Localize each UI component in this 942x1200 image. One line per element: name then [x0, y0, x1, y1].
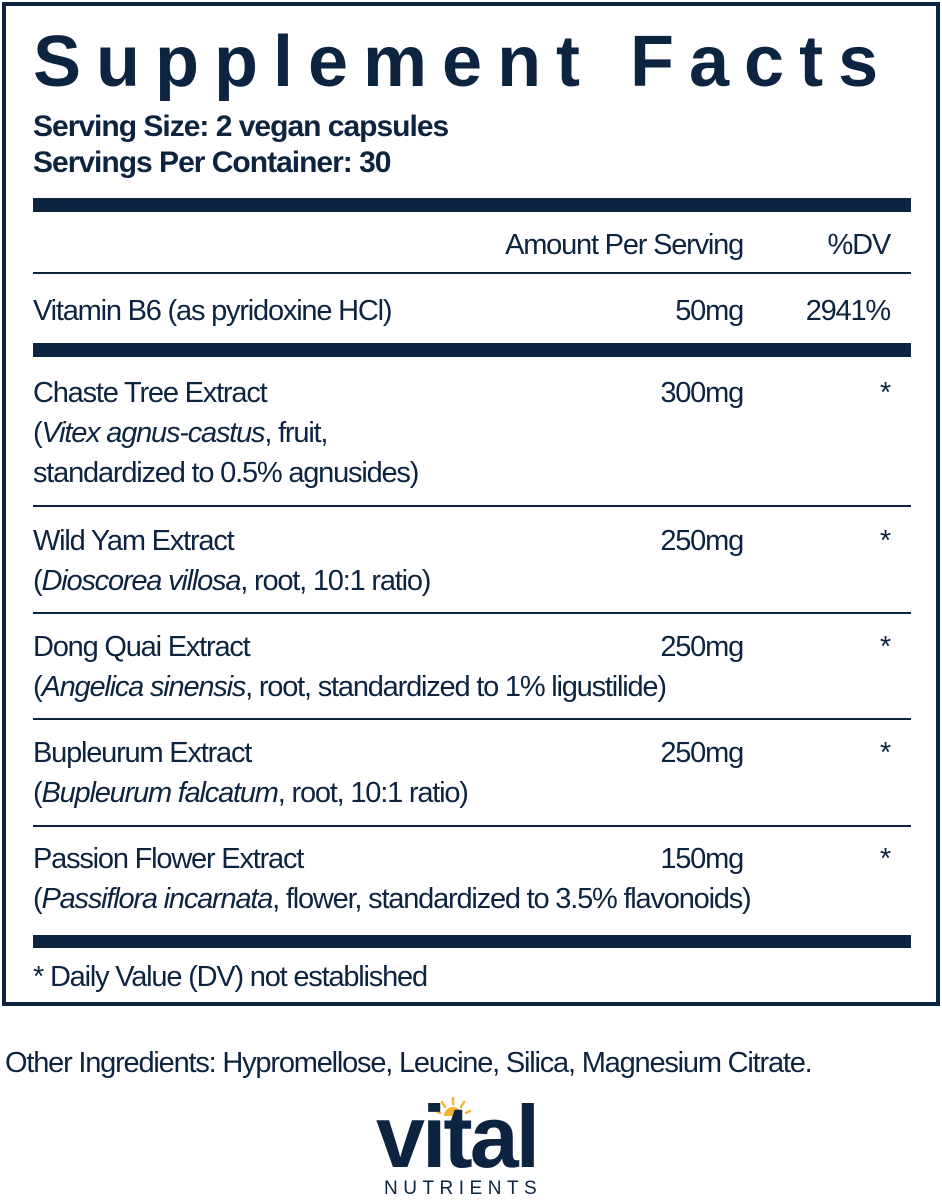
divider-thick	[33, 198, 911, 212]
brand-logo: vital NUTRIENTS	[372, 1092, 572, 1200]
nutrient-dv: 2941%	[805, 295, 892, 327]
header-amount: Amount Per Serving	[505, 229, 744, 261]
servings-per-container: Servings Per Container: 30	[33, 146, 391, 179]
nutrient-amount: 50mg	[675, 295, 744, 327]
ingredient-description: (Passiflora incarnata, flower, standardi…	[33, 883, 752, 915]
ingredient-dv: *	[879, 631, 891, 663]
footnote: * Daily Value (DV) not established	[33, 961, 428, 993]
divider	[33, 612, 911, 614]
ingredient-name: Passion Flower Extract	[33, 843, 304, 875]
ingredient-amount: 250mg	[660, 631, 744, 663]
ingredient-description: (Vitex agnus-castus, fruit,	[33, 417, 328, 449]
ingredient-name: Dong Quai Extract	[33, 631, 251, 663]
header-dv: %DV	[827, 229, 892, 261]
supplement-facts-panel	[2, 2, 940, 1006]
ingredient-name: Bupleurum Extract	[33, 737, 252, 769]
logo-sub: NUTRIENTS	[384, 1178, 543, 1199]
divider	[33, 272, 911, 274]
ingredient-amount: 300mg	[660, 377, 744, 409]
divider	[33, 825, 911, 827]
ingredient-dv: *	[879, 377, 891, 409]
ingredient-dv: *	[879, 843, 891, 875]
panel-title: Supplement Facts	[33, 22, 894, 102]
ingredient-description: (Bupleurum falcatum, root, 10:1 ratio)	[33, 777, 469, 809]
sun-icon	[434, 1096, 472, 1116]
ingredient-dv: *	[879, 737, 891, 769]
ingredient-description: (Angelica sinensis, root, standardized t…	[33, 671, 667, 703]
logo-word: vital	[376, 1087, 540, 1186]
divider	[33, 718, 911, 720]
divider	[33, 505, 911, 507]
ingredient-name: Wild Yam Extract	[33, 525, 235, 557]
ingredient-description: standardized to 0.5% agnusides)	[33, 457, 419, 489]
ingredient-amount: 250mg	[660, 525, 744, 557]
divider-thick	[33, 343, 911, 357]
ingredient-amount: 250mg	[660, 737, 744, 769]
ingredient-amount: 150mg	[660, 843, 744, 875]
ingredient-name: Chaste Tree Extract	[33, 377, 268, 409]
ingredient-dv: *	[879, 525, 891, 557]
nutrient-name: Vitamin B6 (as pyridoxine HCl)	[33, 295, 393, 327]
ingredient-description: (Dioscorea villosa, root, 10:1 ratio)	[33, 565, 431, 597]
divider-thick	[33, 935, 911, 948]
other-ingredients: Other Ingredients: Hypromellose, Leucine…	[5, 1047, 813, 1079]
serving-size: Serving Size: 2 vegan capsules	[33, 110, 449, 143]
